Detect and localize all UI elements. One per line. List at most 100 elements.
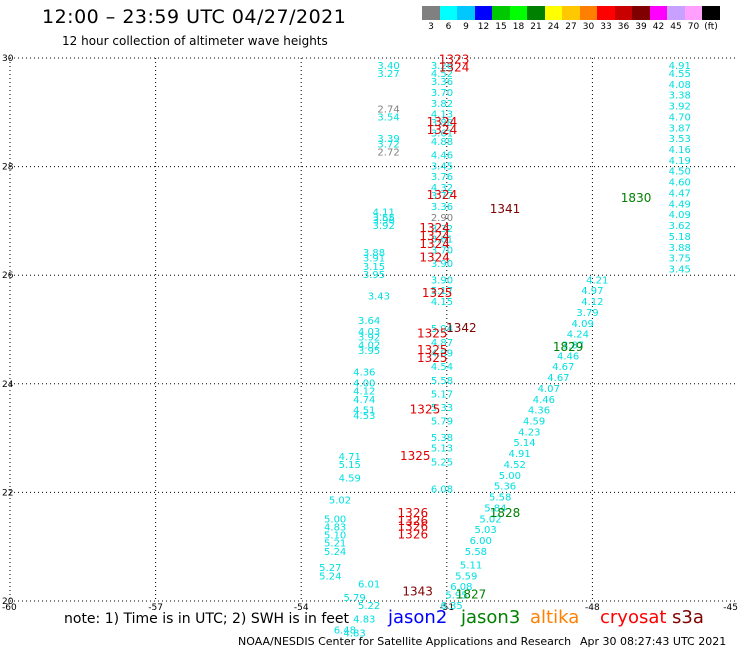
pass-time-label: 1324 xyxy=(427,123,458,137)
pass-time-label: 1324 xyxy=(427,188,458,202)
pass-time-label: 1326 xyxy=(398,514,429,528)
wave-height-label: 4.83 xyxy=(353,615,375,626)
legend-swatch xyxy=(579,6,597,20)
wave-height-label: 6.08 xyxy=(431,484,453,495)
pass-time-label: 1829 xyxy=(553,340,584,354)
wave-height-label: 2.72 xyxy=(377,148,399,159)
legend-swatch xyxy=(667,6,685,20)
legend-jason3: jason3 xyxy=(461,607,521,628)
wave-height-label: 3.27 xyxy=(377,69,399,80)
pass-time-label: 1325 xyxy=(417,343,448,357)
wave-height-label: 3.88 xyxy=(669,243,691,254)
wave-height-label: 4.49 xyxy=(669,199,691,210)
wave-height-label: 3.61 xyxy=(431,235,453,246)
pass-time-label: 1325 xyxy=(417,351,448,365)
wave-height-label: 6.08 xyxy=(450,582,472,593)
pass-time-label: 1830 xyxy=(621,191,652,205)
wave-height-label: 5.02 xyxy=(329,495,351,506)
legend-label: 33 xyxy=(600,22,612,32)
pass-time-label: 1325 xyxy=(417,327,448,341)
x-tick-label: -60 xyxy=(2,603,17,613)
pass-time-label: 1326 xyxy=(398,528,429,542)
wave-height-label: 3.82 xyxy=(431,99,453,110)
wave-height-label: 3.87 xyxy=(562,341,584,352)
wave-height-label: 4.60 xyxy=(669,178,691,189)
wave-height-label: 3.36 xyxy=(431,202,453,213)
wave-height-label: 5.17 xyxy=(431,389,453,400)
wave-height-label: 3.95 xyxy=(358,346,380,357)
wave-height-label: 3.79 xyxy=(576,308,598,319)
wave-height-label: 5.18 xyxy=(669,232,691,243)
wave-height-label: 4.67 xyxy=(547,373,569,384)
wave-height-label: 4.09 xyxy=(572,319,594,330)
wave-height-label: 4.19 xyxy=(669,156,691,167)
page-subtitle: 12 hour collection of altimeter wave hei… xyxy=(62,34,328,48)
pass-time-label: 1827 xyxy=(456,587,487,601)
x-tick-label: -48 xyxy=(585,603,600,613)
wave-height-label: 4.89 xyxy=(431,349,453,360)
wave-height-label: 3.92 xyxy=(669,102,691,113)
wave-height-label: 4.11 xyxy=(373,207,395,218)
wave-height-label: 6.48 xyxy=(334,626,356,637)
legend-label: (ft) xyxy=(704,22,718,32)
pass-time-label: 1341 xyxy=(490,202,521,216)
pass-time-label: 1343 xyxy=(402,585,433,599)
legend-label: 36 xyxy=(617,22,630,32)
wave-height-label: 5.58 xyxy=(465,547,487,558)
pass-time-label: 1323 xyxy=(439,52,470,66)
wave-height-label: 6.00 xyxy=(470,536,492,547)
pass-time-label: 1326 xyxy=(398,506,429,520)
pass-time-label: 1325 xyxy=(410,403,441,417)
color-legend-labels: 3 6 9 12 15 18 21 24 27 30 33 36 39 42 45 70 (ft) xyxy=(422,22,732,34)
wave-height-label: 4.97 xyxy=(581,286,603,297)
wave-height-label: 4.53 xyxy=(353,411,375,422)
legend-label: 3 xyxy=(428,22,434,32)
legend-label: 70 xyxy=(687,22,700,32)
legend-jason2: jason2 xyxy=(388,607,448,628)
wave-height-label: 3.72 xyxy=(377,140,399,151)
wave-height-label: 4.02 xyxy=(358,341,380,352)
legend-cryosat: cryosat xyxy=(600,607,667,628)
wave-height-label: 3.70 xyxy=(431,245,453,256)
legend-swatch xyxy=(702,6,720,20)
legend-swatch xyxy=(422,6,440,20)
legend-swatch xyxy=(562,6,580,20)
wave-height-label: 4.08 xyxy=(669,80,691,91)
wave-height-label: 5.03 xyxy=(474,525,496,536)
wave-height-label: 4.59 xyxy=(523,417,545,428)
x-tick-label: -57 xyxy=(148,603,163,613)
legend-label: 27 xyxy=(565,22,577,32)
wave-height-label: 4.55 xyxy=(669,69,691,80)
legend-label: 21 xyxy=(530,22,542,32)
wave-height-label: 5.38 xyxy=(431,433,453,444)
color-legend-bar xyxy=(422,6,720,20)
wave-height-label: 3.43 xyxy=(368,292,390,303)
wave-height-label: 5.79 xyxy=(431,417,453,428)
wave-height-label: 5.24 xyxy=(319,571,341,582)
wave-height-label: 5.00 xyxy=(499,471,521,482)
wave-height-label: 3.75 xyxy=(669,254,691,265)
wave-height-label: 3.87 xyxy=(669,123,691,134)
wave-height-label: 4.12 xyxy=(581,297,603,308)
wave-height-label: 5.36 xyxy=(494,482,516,493)
wave-height-label: 6.01 xyxy=(358,579,380,590)
wave-height-label: 4.46 xyxy=(557,351,579,362)
wave-height-label: 4.83 xyxy=(324,522,346,533)
pass-time-label: 1324 xyxy=(439,61,470,75)
legend-swatch xyxy=(544,6,562,20)
wave-height-label: 4.36 xyxy=(353,368,375,379)
wave-height-label: 2.74 xyxy=(377,104,399,115)
y-tick-label: 20 xyxy=(2,597,14,607)
page-title: 12:00 – 23:59 UTC 04/27/2021 xyxy=(42,6,347,28)
legend-label: 24 xyxy=(547,22,560,32)
wave-height-label: 3.36 xyxy=(431,77,453,88)
wave-height-label: 5.17 xyxy=(431,286,453,297)
wave-height-label: 4.07 xyxy=(538,384,560,395)
wave-height-label: 4.91 xyxy=(669,61,691,72)
wave-height-label: 3.64 xyxy=(358,316,380,327)
wave-height-label: 5.27 xyxy=(319,563,341,574)
wave-height-label: 3.62 xyxy=(669,221,691,232)
wave-height-label: 4.71 xyxy=(339,452,361,463)
legend-swatch xyxy=(509,6,527,20)
